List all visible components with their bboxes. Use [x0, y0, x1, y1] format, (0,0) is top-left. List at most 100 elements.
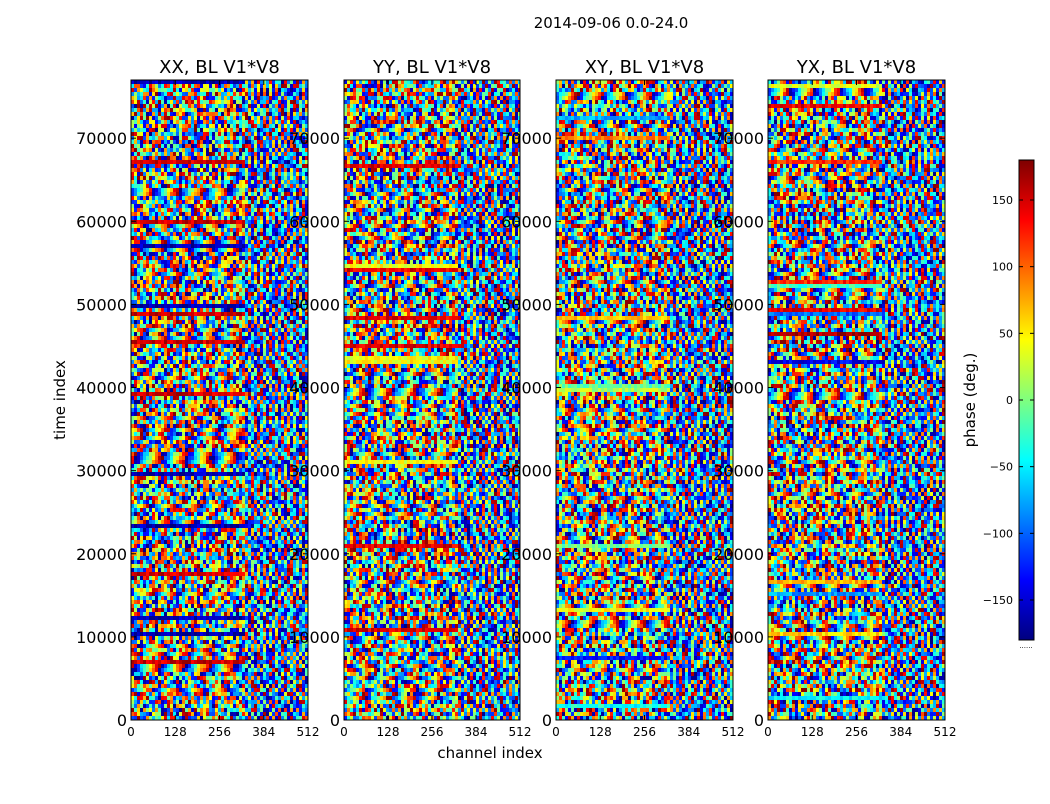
- heatmap-cell: [281, 396, 284, 400]
- heatmap-cell: [251, 380, 254, 384]
- heatmap-cell: [164, 80, 167, 84]
- heatmap-cell: [224, 188, 227, 192]
- heatmap-cell: [143, 296, 146, 300]
- heatmap-cell: [218, 180, 221, 184]
- heatmap-cell: [227, 252, 230, 256]
- heatmap-cell: [236, 180, 239, 184]
- heatmap-cell: [293, 176, 296, 180]
- heatmap-cell: [146, 132, 149, 136]
- heatmap-cell: [293, 116, 296, 120]
- heatmap-cell: [185, 160, 188, 164]
- heatmap-cell: [155, 160, 158, 164]
- heatmap-cell: [284, 220, 287, 224]
- heatmap-cell: [182, 184, 185, 188]
- heatmap-cell: [185, 252, 188, 256]
- heatmap-cell: [185, 296, 188, 300]
- heatmap-cell: [137, 236, 140, 240]
- heatmap-cell: [182, 188, 185, 192]
- heatmap-cell: [188, 316, 191, 320]
- heatmap-cell: [221, 380, 224, 384]
- heatmap-cell: [131, 144, 134, 148]
- heatmap-cell: [158, 300, 161, 304]
- heatmap-cell: [263, 300, 266, 304]
- heatmap-cell: [149, 228, 152, 232]
- heatmap-cell: [182, 376, 185, 380]
- heatmap-cell: [281, 180, 284, 184]
- heatmap-cell: [164, 240, 167, 244]
- heatmap-cell: [230, 260, 233, 264]
- heatmap-cell: [131, 416, 134, 420]
- heatmap-cell: [203, 336, 206, 340]
- heatmap-cell: [179, 348, 182, 352]
- heatmap-cell: [185, 408, 188, 412]
- heatmap-cell: [191, 228, 194, 232]
- heatmap-cell: [266, 96, 269, 100]
- heatmap-cell: [164, 376, 167, 380]
- heatmap-cell: [200, 404, 203, 408]
- heatmap-cell: [260, 368, 263, 372]
- heatmap-cell: [209, 296, 212, 300]
- heatmap-cell: [260, 360, 263, 364]
- heatmap-cell: [176, 364, 179, 368]
- heatmap-cell: [263, 276, 266, 280]
- heatmap-cell: [230, 376, 233, 380]
- heatmap-cell: [140, 228, 143, 232]
- heatmap-cell: [146, 312, 149, 316]
- heatmap-cell: [167, 164, 170, 168]
- heatmap-cell: [257, 268, 260, 272]
- heatmap-cell: [206, 328, 209, 332]
- heatmap-cell: [263, 404, 266, 408]
- heatmap-cell: [182, 192, 185, 196]
- heatmap-cell: [143, 224, 146, 228]
- heatmap-cell: [200, 276, 203, 280]
- heatmap-cell: [287, 364, 290, 368]
- heatmap-cell: [200, 408, 203, 412]
- heatmap-cell: [230, 136, 233, 140]
- heatmap-cell: [185, 340, 188, 344]
- heatmap-cell: [257, 360, 260, 364]
- heatmap-cell: [200, 360, 203, 364]
- heatmap-cell: [248, 384, 251, 388]
- heatmap-cell: [263, 112, 266, 116]
- heatmap-cell: [290, 260, 293, 264]
- heatmap-cell: [224, 220, 227, 224]
- heatmap-cell: [158, 256, 161, 260]
- heatmap-cell: [242, 296, 245, 300]
- heatmap-cell: [281, 116, 284, 120]
- heatmap-cell: [290, 168, 293, 172]
- heatmap-cell: [173, 208, 176, 212]
- heatmap-cell: [200, 316, 203, 320]
- heatmap-cell: [230, 176, 233, 180]
- heatmap-cell: [260, 140, 263, 144]
- heatmap-cell: [182, 344, 185, 348]
- heatmap-cell: [254, 96, 257, 100]
- heatmap-cell: [179, 108, 182, 112]
- heatmap-cell: [167, 340, 170, 344]
- heatmap-cell: [245, 176, 248, 180]
- heatmap-cell: [146, 416, 149, 420]
- heatmap-cell: [152, 404, 155, 408]
- heatmap-cell: [131, 256, 134, 260]
- heatmap-cell: [206, 252, 209, 256]
- heatmap-cell: [260, 284, 263, 288]
- heatmap-cell: [287, 120, 290, 124]
- heatmap-cell: [140, 84, 143, 88]
- heatmap-cell: [287, 340, 290, 344]
- heatmap-cell: [167, 316, 170, 320]
- heatmap-cell: [146, 112, 149, 116]
- heatmap-cell: [212, 188, 215, 192]
- heatmap-cell: [290, 336, 293, 340]
- heatmap-cell: [245, 136, 248, 140]
- heatmap-cell: [167, 372, 170, 376]
- heatmap-cell: [275, 176, 278, 180]
- heatmap-cell: [281, 128, 284, 132]
- heatmap-cell: [212, 332, 215, 336]
- heatmap-cell: [155, 416, 158, 420]
- heatmap-cell: [200, 176, 203, 180]
- heatmap-cell: [299, 284, 302, 288]
- heatmap-cell: [263, 168, 266, 172]
- heatmap-cell: [206, 412, 209, 416]
- heatmap-cell: [263, 124, 266, 128]
- heatmap-cell: [227, 388, 230, 392]
- heatmap-cell: [230, 84, 233, 88]
